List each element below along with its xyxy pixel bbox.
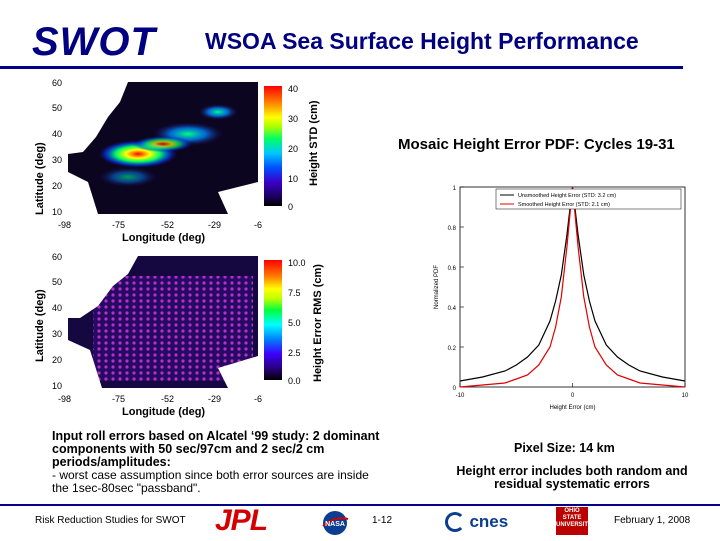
xtick: -29	[208, 220, 222, 230]
cbar-tick: 20	[288, 144, 299, 154]
xtick: -98	[58, 220, 72, 230]
ytick: 40	[52, 129, 63, 139]
cbar-tick: 7.5	[288, 288, 301, 298]
footer-date: February 1, 2008	[614, 515, 691, 526]
ytick: 60	[52, 252, 63, 262]
pdf-ytick-label: 0.4	[448, 306, 457, 312]
ytick: 60	[52, 78, 63, 88]
xtick: -29	[208, 394, 222, 404]
ytick: 30	[52, 329, 63, 339]
pdf-series-line-1	[459, 186, 686, 382]
pdf-xtick-label: -10	[456, 393, 465, 399]
osu-logo: OHIO STATE UNIVERSITY	[556, 507, 592, 535]
pdf-ytick-label: 1	[453, 186, 457, 192]
pdf-xtick-label: 0	[571, 393, 575, 399]
pdf-ytick-label: 0.6	[448, 266, 457, 272]
cbar-tick: 0.0	[288, 376, 301, 386]
top-map-image	[68, 82, 258, 214]
nasa-logo: NASA	[320, 510, 350, 536]
xtick: -6	[254, 220, 263, 230]
cbar-tick: 0	[288, 202, 294, 212]
ytick: 20	[52, 355, 63, 365]
ytick: 50	[52, 277, 63, 287]
pdf-ylabel: Normalized PDF	[434, 265, 440, 309]
bottom-colorbar	[264, 260, 282, 380]
jpl-logo-text: JPL	[215, 504, 268, 537]
pdf-xlabel: Height Error (cm)	[549, 405, 595, 411]
pdf-ytick-label: 0.8	[448, 226, 457, 232]
cbar-tick: 40	[288, 84, 299, 94]
xtick: -52	[161, 220, 175, 230]
ytick: 10	[52, 207, 63, 217]
title-divider	[0, 66, 683, 69]
cbar-tick: 5.0	[288, 318, 301, 328]
cnes-logo: cnes	[445, 512, 515, 534]
height-error-note: Height error includes both random and re…	[456, 464, 688, 491]
bottom-map-image	[68, 256, 258, 388]
cbar-tick: 2.5	[288, 348, 301, 358]
bottom-map-yticks: 60 50 40 30 20 10	[52, 252, 66, 392]
cbar-tick: 30	[288, 114, 299, 124]
cbar-tick: 10.0	[288, 258, 306, 268]
bottom-map-panel: Latitude (deg) 60 50 40 30 20 10 -98 -75…	[30, 250, 340, 420]
footer-divider	[0, 504, 720, 506]
roll-error-note-bold: Input roll errors based on Alcatel ‘99 s…	[52, 429, 380, 469]
cbar-tick: 10	[288, 174, 299, 184]
pdf-xtick-label: 10	[682, 393, 689, 399]
bottom-map-xlabel: Longitude (deg)	[122, 406, 206, 418]
pixel-size-note: Pixel Size: 14 km	[514, 441, 615, 455]
top-colorbar	[264, 86, 282, 206]
footer-left-text: Risk Reduction Studies for SWOT	[35, 515, 186, 526]
ytick: 10	[52, 381, 63, 391]
nasa-meatball-icon: NASA	[322, 511, 349, 535]
page-number: 1-12	[372, 515, 393, 526]
ytick: 50	[52, 103, 63, 113]
top-map-xlabel: Longitude (deg)	[122, 232, 206, 244]
xtick: -52	[161, 394, 175, 404]
pdf-legend-box	[495, 188, 682, 210]
nasa-logo-text: NASA	[325, 521, 345, 528]
roll-error-note: Input roll errors based on Alcatel ‘99 s…	[52, 430, 382, 495]
top-map-panel: Latitude (deg) 60 50 40 30 20 10	[30, 78, 340, 248]
roll-error-note-detail: - worst case assumption since both error…	[52, 468, 369, 495]
pdf-ytick-label: 0.2	[448, 346, 457, 352]
top-colorbar-label: Height STD (cm)	[308, 100, 320, 186]
cnes-logo-text: cnes	[469, 512, 509, 531]
xtick: -98	[58, 394, 72, 404]
bottom-map-ylabel: Latitude (deg)	[34, 289, 46, 362]
pdf-ytick-label: 0	[453, 386, 457, 392]
osu-logo-text: OHIO STATE UNIVERSITY	[556, 508, 593, 528]
slide-title: WSOA Sea Surface Height Performance	[205, 28, 639, 54]
xtick: -75	[112, 220, 126, 230]
pdf-legend-label-2: Smoothed Height Error (STD: 2.1 cm)	[518, 202, 610, 208]
ytick: 30	[52, 155, 63, 165]
bottom-colorbar-label: Height Error RMS (cm)	[312, 264, 324, 382]
bottom-colorbar-ticks: 10.0 7.5 5.0 2.5 0.0	[288, 258, 310, 386]
jpl-logo: JPL	[215, 506, 303, 536]
ytick: 20	[52, 181, 63, 191]
cnes-swirl-icon	[445, 512, 465, 532]
xtick: -6	[254, 394, 263, 404]
top-map-ylabel: Latitude (deg)	[34, 142, 46, 215]
top-colorbar-ticks: 40 30 20 10 0	[288, 84, 308, 212]
top-height-std-map	[68, 82, 258, 214]
pdf-series-line-2	[459, 186, 686, 388]
pdf-legend-label-1: Unsmoothed Height Error (STD: 3.2 cm)	[518, 193, 616, 199]
swot-logo-text: SWOT	[32, 20, 156, 64]
pdf-plot-frame	[459, 186, 686, 388]
ytick: 40	[52, 303, 63, 313]
top-map-xticks: -98 -75 -52 -29 -6	[58, 220, 268, 232]
pdf-chart-title: Mosaic Height Error PDF: Cycles 19-31	[398, 136, 675, 153]
xtick: -75	[112, 394, 126, 404]
bottom-map-xticks: -98 -75 -52 -29 -6	[58, 394, 268, 406]
top-map-yticks: 60 50 40 30 20 10	[52, 78, 66, 218]
bottom-height-rms-map	[68, 256, 258, 388]
